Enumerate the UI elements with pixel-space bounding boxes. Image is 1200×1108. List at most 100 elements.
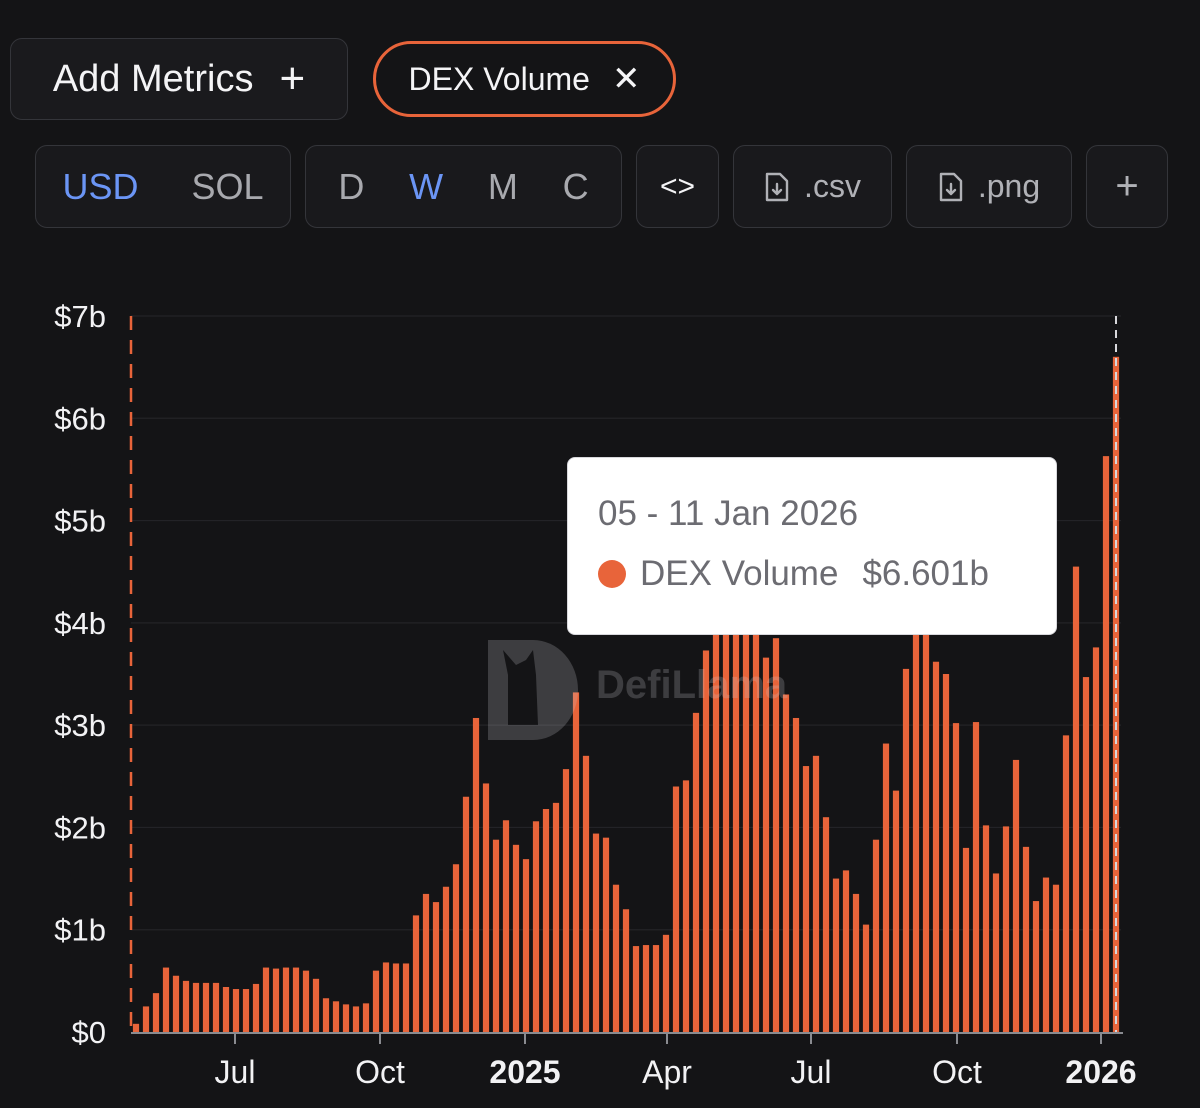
bar[interactable] <box>152 993 160 1032</box>
bar[interactable] <box>982 825 990 1032</box>
bar[interactable] <box>562 769 570 1032</box>
bar[interactable] <box>302 970 310 1032</box>
bar[interactable] <box>852 893 860 1032</box>
bar[interactable] <box>192 982 200 1032</box>
bar[interactable] <box>132 1023 140 1032</box>
bar[interactable] <box>932 661 940 1032</box>
bar[interactable] <box>822 817 830 1032</box>
bar[interactable] <box>402 963 410 1032</box>
bar[interactable] <box>272 968 280 1032</box>
bar[interactable] <box>722 479 730 1032</box>
bar[interactable] <box>582 755 590 1032</box>
bar[interactable] <box>732 510 740 1033</box>
bar[interactable] <box>862 924 870 1032</box>
bar[interactable] <box>1042 877 1050 1032</box>
bar[interactable] <box>892 790 900 1032</box>
bar[interactable] <box>662 934 670 1032</box>
interval-weekly-button[interactable]: W <box>409 165 444 207</box>
bar[interactable] <box>742 530 750 1032</box>
bar[interactable] <box>1032 901 1040 1032</box>
bar[interactable] <box>462 796 470 1032</box>
bar[interactable] <box>212 982 220 1032</box>
bar[interactable] <box>612 884 620 1032</box>
bar[interactable] <box>922 631 930 1032</box>
bar[interactable] <box>682 780 690 1032</box>
embed-button[interactable]: <> <box>636 145 719 228</box>
bar[interactable] <box>482 783 490 1032</box>
bar[interactable] <box>832 878 840 1032</box>
bar[interactable] <box>432 902 440 1032</box>
bar[interactable] <box>222 986 230 1032</box>
bar[interactable] <box>392 963 400 1032</box>
bar[interactable] <box>542 809 550 1032</box>
bar[interactable] <box>512 844 520 1032</box>
bar[interactable] <box>992 873 1000 1032</box>
bar[interactable] <box>472 717 480 1032</box>
bar[interactable] <box>372 970 380 1032</box>
bar[interactable] <box>342 1004 350 1032</box>
bar[interactable] <box>242 989 250 1032</box>
bar[interactable] <box>902 668 910 1032</box>
bar[interactable] <box>232 989 240 1032</box>
bar[interactable] <box>872 839 880 1032</box>
bar[interactable] <box>912 585 920 1032</box>
interval-monthly-button[interactable]: M <box>487 165 518 207</box>
currency-sol-button[interactable]: SOL <box>191 165 264 207</box>
bar[interactable] <box>142 1006 150 1032</box>
bar[interactable] <box>532 821 540 1032</box>
bar[interactable] <box>412 915 420 1032</box>
bar[interactable] <box>552 802 560 1032</box>
bar[interactable] <box>962 847 970 1032</box>
interval-daily-button[interactable]: D <box>338 165 365 207</box>
bar[interactable] <box>312 978 320 1032</box>
currency-usd-button[interactable]: USD <box>62 165 139 207</box>
bar[interactable] <box>942 674 950 1032</box>
bar[interactable] <box>882 743 890 1032</box>
bar[interactable] <box>1062 735 1070 1032</box>
bar[interactable] <box>792 717 800 1032</box>
bar[interactable] <box>602 837 610 1032</box>
bar[interactable] <box>442 886 450 1032</box>
bar[interactable] <box>172 975 180 1032</box>
bar[interactable] <box>322 998 330 1032</box>
bar[interactable] <box>782 694 790 1032</box>
bar[interactable] <box>652 945 660 1032</box>
download-png-button[interactable]: .png <box>906 145 1072 228</box>
bar[interactable] <box>572 692 580 1032</box>
bar[interactable] <box>352 1006 360 1032</box>
bar[interactable] <box>362 1003 370 1032</box>
bar[interactable] <box>522 859 530 1032</box>
more-options-button[interactable]: + <box>1086 145 1168 228</box>
bar[interactable] <box>812 755 820 1032</box>
bar[interactable] <box>262 967 270 1032</box>
bar[interactable] <box>1022 846 1030 1032</box>
bar[interactable] <box>762 657 770 1032</box>
bar[interactable] <box>1002 826 1010 1032</box>
bar[interactable] <box>702 650 710 1032</box>
bar[interactable] <box>282 967 290 1032</box>
bar[interactable] <box>202 982 210 1032</box>
bar[interactable] <box>712 587 720 1032</box>
bar[interactable] <box>632 946 640 1032</box>
bar[interactable] <box>952 723 960 1032</box>
bar[interactable] <box>292 967 300 1032</box>
bar[interactable] <box>1052 884 1060 1032</box>
bar[interactable] <box>332 1001 340 1032</box>
download-csv-button[interactable]: .csv <box>733 145 892 228</box>
bar[interactable] <box>492 839 500 1032</box>
bar[interactable] <box>452 864 460 1032</box>
bar[interactable] <box>1092 647 1100 1032</box>
bar[interactable] <box>1102 456 1110 1032</box>
metric-chip-dex-volume[interactable]: DEX Volume ✕ <box>373 41 676 117</box>
bar[interactable] <box>252 983 260 1032</box>
bar[interactable] <box>642 945 650 1032</box>
close-icon[interactable]: ✕ <box>611 60 641 98</box>
bar[interactable] <box>622 909 630 1032</box>
bar[interactable] <box>1082 677 1090 1032</box>
bar[interactable] <box>802 766 810 1032</box>
bar[interactable] <box>692 712 700 1032</box>
bar[interactable] <box>972 722 980 1032</box>
bar[interactable] <box>842 870 850 1032</box>
bar[interactable] <box>162 967 170 1032</box>
